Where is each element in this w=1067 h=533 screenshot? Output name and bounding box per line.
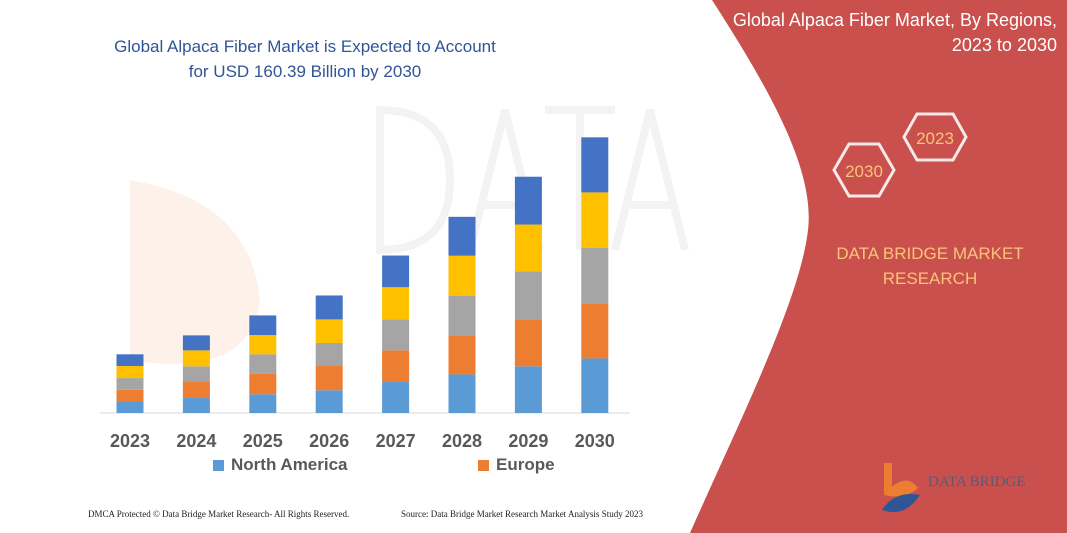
- logo-text: DATA BRIDGE: [928, 474, 1026, 490]
- bar-segment-2029-series-3: [514, 271, 542, 320]
- bar-segment-2024-north-america: [182, 398, 210, 413]
- bar-segment-2026-series-4: [315, 319, 343, 343]
- bar-segment-2028-europe: [448, 335, 476, 375]
- x-tick-labels: 2023 2024 2025 2026 2027 2028 2029 2030: [110, 431, 615, 451]
- bar-segment-2026-north-america: [315, 390, 343, 413]
- hexagon-2030: [832, 142, 896, 198]
- bar-segment-2025-series-5: [249, 315, 277, 336]
- logo-icon: [882, 463, 920, 513]
- bar-segment-2023-series-4: [116, 366, 144, 379]
- bar-segment-2027-series-4: [382, 287, 410, 320]
- bar-segment-2028-series-3: [448, 295, 476, 336]
- bar-segment-2028-north-america: [448, 374, 476, 413]
- bar-segment-2027-series-3: [382, 319, 410, 351]
- bar-segment-2028-series-4: [448, 255, 476, 296]
- bar-segment-2026-series-5: [315, 295, 343, 320]
- brand-text: DATA BRIDGE MARKET RESEARCH: [820, 241, 1040, 291]
- x-tick-2025: 2025: [243, 431, 283, 451]
- panel-title-line1: Global Alpaca Fiber Market, By Regions,: [732, 10, 1057, 30]
- legend-europe: Europe: [478, 455, 555, 475]
- legend-label: Europe: [496, 455, 555, 474]
- x-tick-2027: 2027: [376, 431, 416, 451]
- source-note: Source: Data Bridge Market Research Mark…: [401, 509, 643, 519]
- bar-segment-2026-series-3: [315, 342, 343, 367]
- hex-label-2023: 2023: [916, 129, 954, 148]
- legend-north-america: North America: [213, 455, 348, 475]
- bar-segment-2023-series-5: [116, 354, 144, 367]
- red-panel: [690, 0, 1067, 533]
- hex-label-2030: 2030: [845, 162, 883, 181]
- bar-segment-2029-series-4: [514, 224, 542, 272]
- bar-segment-2024-europe: [182, 382, 210, 399]
- legend-swatch: [213, 459, 224, 471]
- bar-segment-2030-europe: [581, 303, 609, 359]
- panel-title: Global Alpaca Fiber Market, By Regions, …: [733, 8, 1057, 58]
- bar-segment-2025-europe: [249, 373, 277, 395]
- bar-segment-2028-series-5: [448, 216, 476, 256]
- bar-segment-2025-series-4: [249, 335, 277, 355]
- x-tick-2028: 2028: [442, 431, 482, 451]
- bar-segment-2025-north-america: [249, 394, 277, 413]
- x-tick-2030: 2030: [575, 431, 615, 451]
- legend-label: North America: [231, 455, 348, 474]
- legend-swatch: [478, 459, 489, 471]
- bar-segment-2027-series-5: [382, 255, 410, 288]
- bar-segment-2030-series-5: [581, 137, 609, 193]
- bar-segment-2024-series-3: [182, 366, 210, 383]
- brand-line2: RESEARCH: [882, 269, 978, 288]
- dmca-notice: DMCA Protected © Data Bridge Market Rese…: [88, 509, 350, 519]
- x-tick-2024: 2024: [176, 431, 216, 451]
- panel-title-line2: 2023 to 2030: [951, 35, 1057, 55]
- bar-segment-2024-series-5: [182, 335, 210, 351]
- bar-segment-2027-north-america: [382, 382, 410, 413]
- bar-segment-2025-series-3: [249, 354, 277, 374]
- chart-title: Global Alpaca Fiber Market is Expected t…: [114, 37, 496, 81]
- bar-segment-2023-europe: [116, 389, 144, 402]
- watermark-logo: [130, 180, 260, 364]
- bars: [116, 137, 609, 413]
- bar-segment-2030-series-3: [581, 247, 609, 304]
- x-tick-2029: 2029: [508, 431, 548, 451]
- x-tick-2023: 2023: [110, 431, 150, 451]
- bar-segment-2029-europe: [514, 319, 542, 367]
- bar-segment-2026-europe: [315, 366, 343, 391]
- bar-segment-2023-north-america: [116, 401, 144, 413]
- x-tick-2026: 2026: [309, 431, 349, 451]
- bar-segment-2030-north-america: [581, 358, 609, 413]
- brand-line1: DATA BRIDGE MARKET: [836, 244, 1024, 263]
- bar-segment-2023-series-3: [116, 378, 144, 390]
- bar-segment-2024-series-4: [182, 350, 210, 367]
- watermark: [376, 105, 689, 255]
- hexagon-2023: [902, 112, 968, 162]
- bar-segment-2030-series-4: [581, 192, 609, 248]
- bar-segment-2027-europe: [382, 350, 410, 383]
- bar-segment-2029-north-america: [514, 366, 542, 413]
- bar-segment-2029-series-5: [514, 176, 542, 225]
